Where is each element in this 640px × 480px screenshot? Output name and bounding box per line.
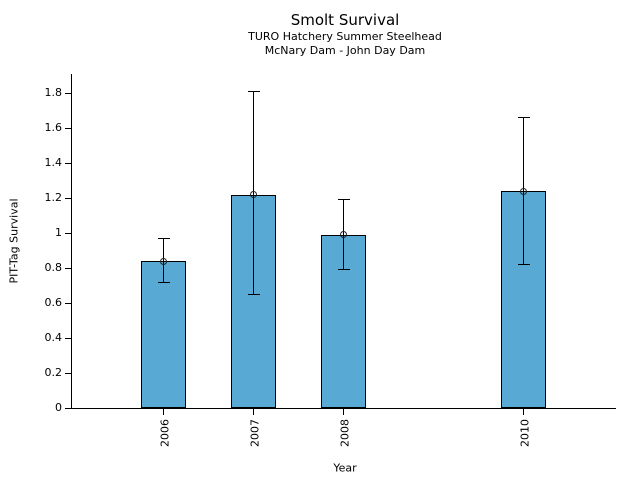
y-axis-label: PIT-Tag Survival (7, 198, 21, 284)
error-cap-bottom-2008 (337, 269, 350, 271)
x-tick-label: 2008 (338, 419, 351, 447)
y-tick-label: 1 (55, 226, 62, 239)
marker-2007 (250, 191, 257, 198)
error-cap-top-2007 (247, 90, 260, 92)
x-axis-label: Year (333, 461, 357, 475)
y-tick (65, 198, 71, 199)
chart-subtitle-1: TURO Hatchery Summer Steelhead (248, 30, 442, 43)
y-tick-label: 1.8 (44, 86, 63, 99)
y-tick-label: 1.4 (44, 156, 63, 169)
x-tick (253, 409, 254, 415)
chart-subtitle-2: McNary Dam - John Day Dam (264, 44, 426, 57)
y-tick (65, 408, 71, 409)
y-tick-label: 1.6 (44, 121, 63, 134)
y-tick (65, 303, 71, 304)
marker-2008 (340, 231, 347, 239)
y-tick (65, 233, 71, 234)
y-tick-label: 0.4 (44, 331, 63, 344)
x-axis-spine (71, 408, 616, 409)
y-tick-label: 0.6 (44, 296, 63, 309)
chart-header: Smolt Survival TURO Hatchery Summer Stee… (248, 10, 442, 58)
y-tick-label: 1.2 (44, 191, 63, 204)
y-tick-label: 0.2 (44, 366, 63, 379)
marker-2010 (520, 187, 527, 195)
error-cap-bottom-2010 (517, 264, 530, 265)
y-tick (65, 93, 71, 94)
chart-title: Smolt Survival (290, 11, 400, 29)
y-axis-spine (71, 73, 72, 409)
bar-2006 (141, 261, 186, 408)
y-tick-label: 0 (55, 401, 62, 414)
x-tick (523, 409, 524, 415)
y-tick (65, 128, 71, 129)
error-cap-top-2010 (517, 117, 530, 118)
error-cap-top-2008 (337, 199, 350, 201)
x-tick (343, 409, 344, 415)
x-tick-label: 2006 (158, 419, 171, 447)
x-tick-label: 2007 (248, 419, 261, 447)
error-cap-bottom-2006 (157, 281, 170, 283)
error-cap-top-2006 (157, 237, 170, 239)
x-tick-label: 2010 (518, 419, 531, 447)
y-tick (65, 373, 71, 374)
marker-2006 (160, 257, 167, 265)
y-tick (65, 163, 71, 164)
x-tick (163, 409, 164, 415)
error-cap-bottom-2007 (247, 293, 260, 295)
y-tick (65, 338, 71, 339)
y-tick-label: 0.8 (44, 261, 63, 274)
y-tick (65, 268, 71, 269)
